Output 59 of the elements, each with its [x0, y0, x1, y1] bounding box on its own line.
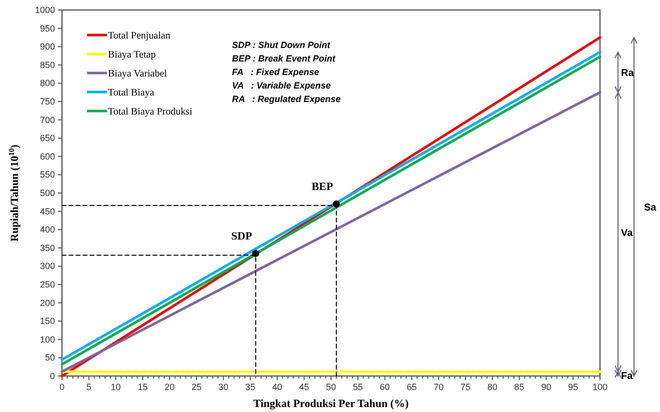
annotation: SDP : Shut Down Point: [232, 40, 332, 50]
text: Ra: [621, 68, 634, 80]
y-tick-label: 1000: [34, 5, 55, 15]
x-tick-label: 75: [460, 382, 471, 392]
text: Va: [621, 228, 634, 239]
annotation: RA : Regulated Expense: [232, 94, 341, 104]
y-tick-label: 250: [40, 280, 55, 290]
legend-label: Total Biaya: [108, 88, 155, 98]
y-tick-label: 600: [40, 151, 55, 162]
x-tick-label: 100: [592, 382, 608, 392]
legend-label: Biaya Tetap: [108, 50, 156, 60]
y-tick-label: 950: [40, 23, 55, 34]
y-tick-label: 700: [40, 114, 55, 125]
text: Sa: [644, 202, 657, 214]
x-tick-label: 35: [245, 382, 256, 392]
annotation: BEP: [312, 180, 334, 193]
x-tick-label: 65: [406, 382, 417, 392]
x-tick-label: 45: [299, 382, 310, 392]
y-tick-label: 750: [40, 96, 55, 106]
y-tick-label: 850: [40, 60, 55, 70]
legend-label: Total Penjualan: [108, 30, 170, 42]
y-tick-label: 350: [40, 242, 55, 253]
x-tick-label: 95: [568, 382, 578, 392]
y-tick-label: 200: [40, 298, 55, 308]
text: Fa: [621, 371, 634, 382]
x-axis-title: Tingkat Produksi Per Tahun (%): [253, 398, 409, 410]
x-tick-label: 15: [138, 382, 148, 392]
x-tick-label: 10: [110, 382, 121, 392]
y-tick-label: 500: [40, 188, 55, 198]
x-tick-label: 90: [541, 382, 552, 392]
y-tick-label: 100: [40, 334, 55, 344]
legend-label: Total Biaya Produksi: [108, 106, 193, 118]
annotation: VA : Variable Expense: [232, 80, 331, 90]
y-tick-label: 150: [40, 316, 55, 326]
y-tick-label: 450: [40, 206, 55, 216]
x-tick-label: 85: [514, 382, 524, 392]
x-tick-label: 0: [59, 382, 65, 392]
x-tick-label: 55: [352, 382, 363, 392]
y-tick-label: 50: [44, 352, 55, 363]
x-tick-label: 60: [380, 382, 390, 392]
annotation: BEP : Break Event Point: [232, 54, 336, 64]
x-tick-label: 30: [218, 382, 228, 392]
y-tick-label: 300: [40, 261, 55, 272]
x-tick-label: 25: [191, 382, 202, 392]
x-tick-label: 20: [164, 382, 175, 392]
x-tick-label: 80: [487, 382, 498, 392]
x-tick-label: 5: [86, 382, 92, 392]
legend-label: Biaya Variabel: [108, 68, 168, 80]
y-tick-label: 550: [40, 170, 55, 180]
y-tick-label: 0: [50, 371, 55, 381]
x-tick-label: 40: [272, 382, 282, 392]
x-tick-label: 50: [326, 382, 336, 392]
annotation: SDP: [231, 230, 252, 242]
annotation: FA : Fixed Expense: [232, 67, 320, 77]
y-tick-label: 650: [40, 133, 55, 144]
y-tick-label: 800: [40, 78, 55, 88]
y-tick-label: 400: [40, 224, 55, 235]
x-tick-label: 70: [434, 382, 444, 392]
y-tick-label: 900: [40, 42, 55, 52]
